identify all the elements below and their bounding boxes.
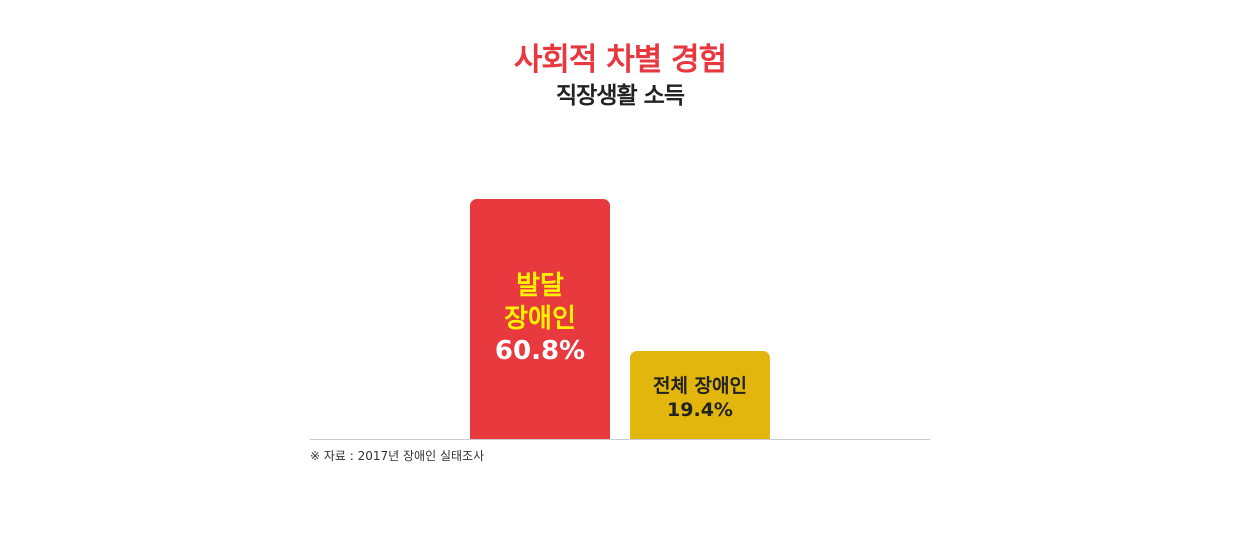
bar-label: 장애인 xyxy=(504,303,576,334)
bar-1: 발달 장애인 60.8% xyxy=(470,199,610,439)
chart-subtitle: 직장생활 소득 xyxy=(556,83,685,109)
bar-label: 전체 장애인 xyxy=(652,375,747,398)
bar-2: 전체 장애인 19.4% xyxy=(630,351,770,439)
bar-label: 발달 xyxy=(516,271,564,302)
source-note: ※ 자료 : 2017년 장애인 실태조사 xyxy=(310,449,485,463)
bar-chart: 발달 장애인 60.8% 전체 장애인 19.4% xyxy=(310,150,930,440)
chart-title: 사회적 차별 경험 xyxy=(513,42,727,78)
bar-value-label: 60.8% xyxy=(494,336,586,367)
x-axis-line xyxy=(310,439,930,440)
bar-value-label: 19.4% xyxy=(667,399,733,421)
